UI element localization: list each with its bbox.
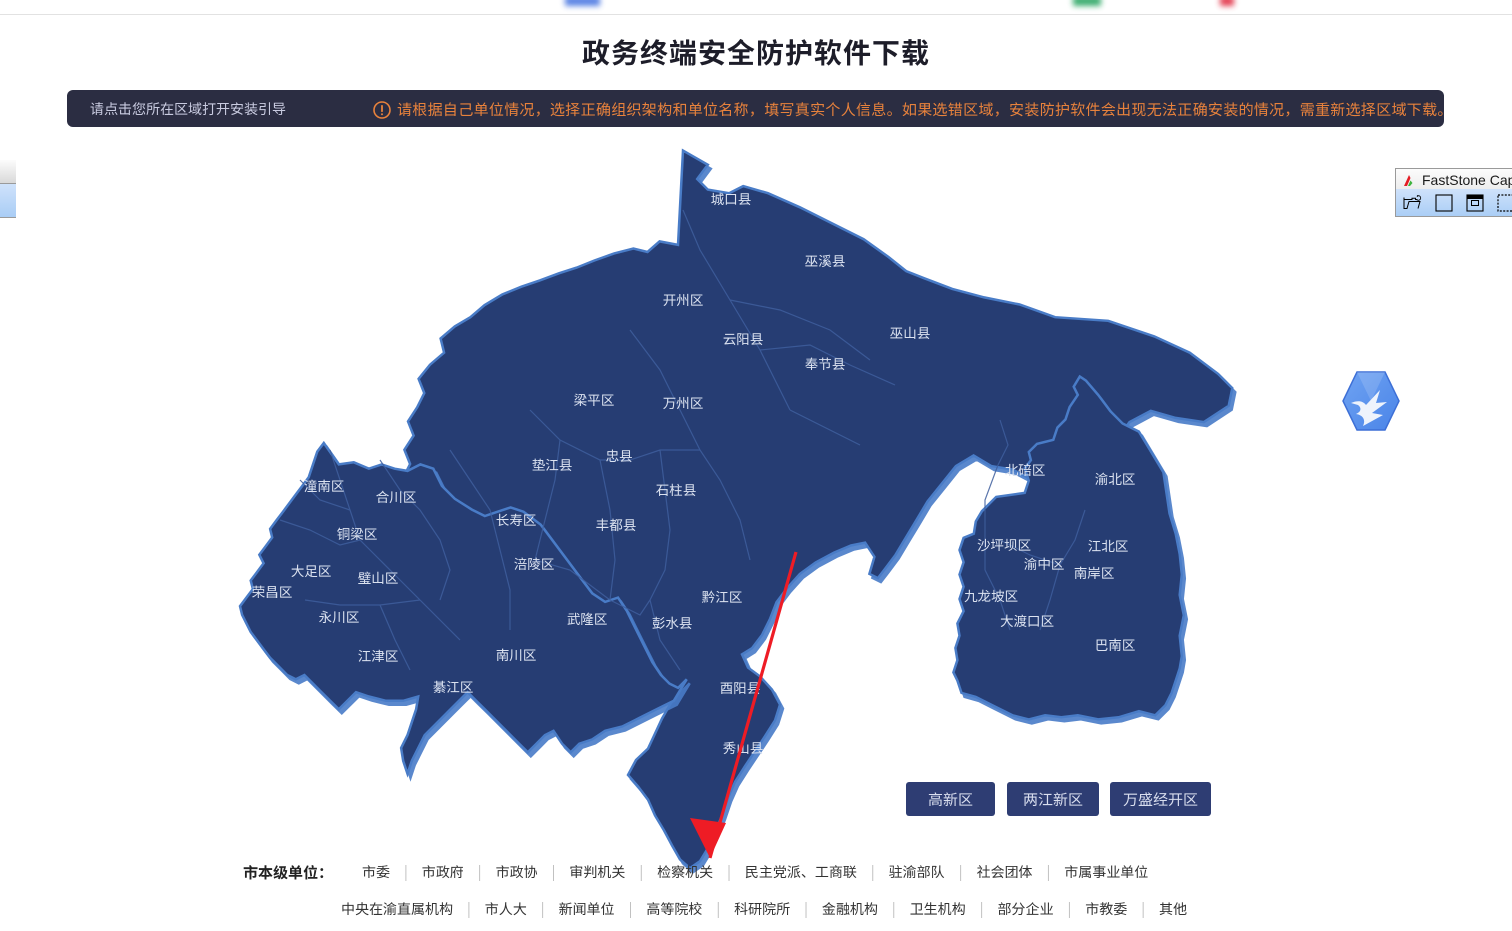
svg-text:彭水县: 彭水县 bbox=[652, 612, 693, 632]
svg-text:璧山区: 璧山区 bbox=[358, 567, 399, 587]
svg-text:巫山县: 巫山县 bbox=[890, 322, 931, 342]
svg-text:沙坪坝区: 沙坪坝区 bbox=[977, 534, 1031, 554]
svg-text:忠县: 忠县 bbox=[606, 445, 633, 465]
svg-text:开州区: 开州区 bbox=[663, 289, 704, 309]
svg-text:长寿区: 长寿区 bbox=[496, 509, 537, 529]
svg-text:九龙坡区: 九龙坡区 bbox=[964, 585, 1018, 605]
svg-text:垫江县: 垫江县 bbox=[532, 454, 573, 474]
svg-text:万州区: 万州区 bbox=[663, 392, 704, 412]
svg-text:綦江区: 綦江区 bbox=[433, 676, 474, 696]
svg-text:武隆区: 武隆区 bbox=[567, 608, 608, 628]
svg-text:潼南区: 潼南区 bbox=[304, 475, 345, 495]
svg-text:丰都县: 丰都县 bbox=[596, 514, 637, 534]
svg-text:荣昌区: 荣昌区 bbox=[252, 581, 293, 601]
svg-text:巫溪县: 巫溪县 bbox=[805, 250, 846, 270]
svg-text:石柱县: 石柱县 bbox=[656, 479, 697, 499]
svg-text:大渡口区: 大渡口区 bbox=[1000, 610, 1054, 630]
svg-text:永川区: 永川区 bbox=[319, 606, 360, 626]
svg-text:渝中区: 渝中区 bbox=[1024, 553, 1065, 573]
svg-text:涪陵区: 涪陵区 bbox=[514, 553, 555, 573]
svg-text:合川区: 合川区 bbox=[376, 486, 417, 506]
svg-text:江北区: 江北区 bbox=[1088, 535, 1129, 555]
svg-text:大足区: 大足区 bbox=[291, 560, 332, 580]
svg-text:云阳县: 云阳县 bbox=[723, 328, 764, 348]
svg-text:城口县: 城口县 bbox=[711, 188, 752, 208]
svg-text:梁平区: 梁平区 bbox=[574, 389, 615, 409]
svg-text:奉节县: 奉节县 bbox=[805, 353, 846, 373]
svg-text:巴南区: 巴南区 bbox=[1095, 634, 1136, 654]
svg-text:铜梁区: 铜梁区 bbox=[337, 523, 378, 543]
svg-text:江津区: 江津区 bbox=[358, 645, 399, 665]
svg-text:南岸区: 南岸区 bbox=[1074, 562, 1115, 582]
svg-text:北碚区: 北碚区 bbox=[1005, 459, 1046, 479]
svg-text:南川区: 南川区 bbox=[496, 644, 537, 664]
svg-text:渝北区: 渝北区 bbox=[1095, 468, 1136, 488]
